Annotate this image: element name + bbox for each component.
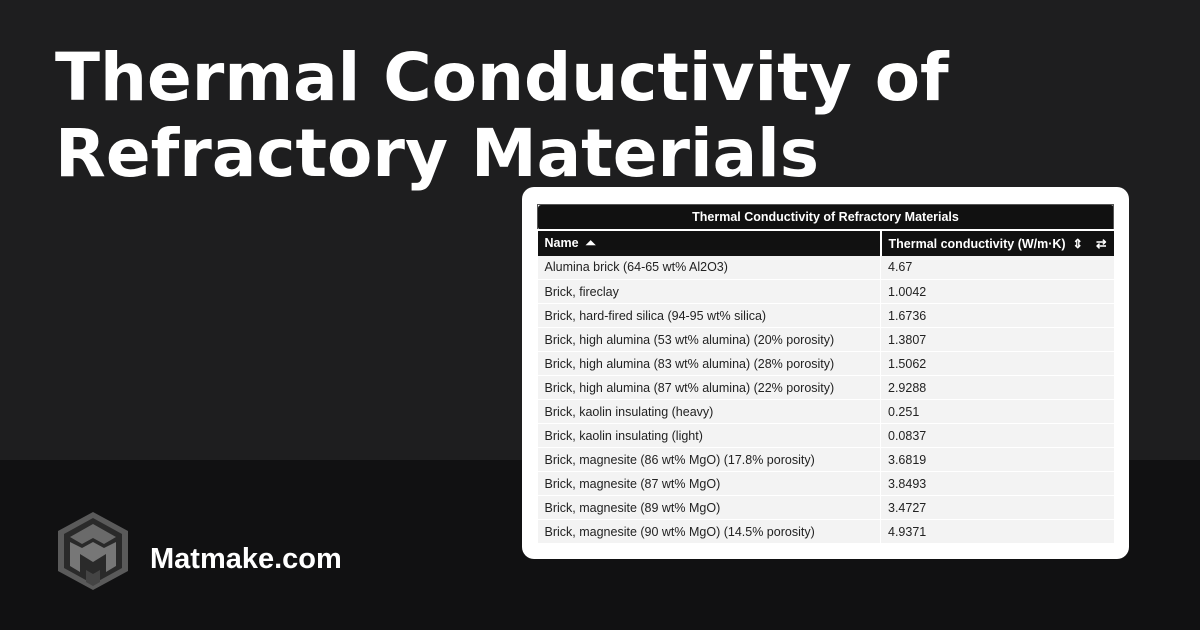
cell-name: Brick, magnesite (86 wt% MgO) (17.8% por… <box>537 447 881 472</box>
column-header-name[interactable]: Name ⏶ <box>537 228 881 256</box>
cell-conductivity: 3.4727 <box>880 495 1114 520</box>
cell-conductivity: 1.6736 <box>880 303 1114 328</box>
cell-name: Brick, high alumina (83 wt% alumina) (28… <box>537 351 881 376</box>
cell-conductivity: 1.0042 <box>880 279 1114 304</box>
cell-conductivity: 3.8493 <box>880 471 1114 496</box>
swap-arrows-icon[interactable]: ⇄ <box>1096 236 1107 251</box>
cell-name: Alumina brick (64-65 wt% Al2O3) <box>537 255 881 280</box>
cell-name: Brick, fireclay <box>537 279 881 304</box>
cell-name: Brick, high alumina (53 wt% alumina) (20… <box>537 327 881 352</box>
cell-name: Brick, magnesite (90 wt% MgO) (14.5% por… <box>537 519 881 544</box>
sort-up-icon: ⏶ <box>582 235 596 250</box>
cell-name: Brick, kaolin insulating (heavy) <box>537 399 881 424</box>
table-row: Brick, magnesite (90 wt% MgO) (14.5% por… <box>537 519 1114 544</box>
cell-name: Brick, magnesite (89 wt% MgO) <box>537 495 881 520</box>
cell-conductivity: 4.9371 <box>880 519 1114 544</box>
cell-name: Brick, high alumina (87 wt% alumina) (22… <box>537 375 881 400</box>
page-title: Thermal Conductivity of Refractory Mater… <box>55 39 949 192</box>
column-header-thermal-conductivity[interactable]: Thermal conductivity (W/m·K) ⇕ ⇄ <box>879 228 1114 256</box>
cell-conductivity: 0.0837 <box>880 423 1114 448</box>
table-row: Brick, kaolin insulating (light) 0.0837 <box>537 423 1114 448</box>
matmake-logo-icon <box>58 512 128 590</box>
cell-conductivity: 4.67 <box>880 255 1114 280</box>
table-row: Brick, magnesite (86 wt% MgO) (17.8% por… <box>537 447 1114 472</box>
table-row: Brick, high alumina (53 wt% alumina) (20… <box>537 327 1114 352</box>
cell-conductivity: 3.6819 <box>880 447 1114 472</box>
table-row: Brick, fireclay 1.0042 <box>537 279 1114 304</box>
table-row: Brick, magnesite (87 wt% MgO) 3.8493 <box>537 471 1114 496</box>
table-row: Alumina brick (64-65 wt% Al2O3) 4.67 <box>537 255 1114 280</box>
cell-name: Brick, hard-fired silica (94-95 wt% sili… <box>537 303 881 328</box>
cell-conductivity: 0.251 <box>880 399 1114 424</box>
data-table: Thermal Conductivity of Refractory Mater… <box>537 204 1114 544</box>
table-row: Brick, high alumina (87 wt% alumina) (22… <box>537 375 1114 400</box>
table-row: Brick, magnesite (89 wt% MgO) 3.4727 <box>537 495 1114 520</box>
sort-icon: ⇕ <box>1069 236 1084 251</box>
cell-conductivity: 1.5062 <box>880 351 1114 376</box>
table-caption: Thermal Conductivity of Refractory Mater… <box>537 204 1114 230</box>
cell-conductivity: 1.3807 <box>880 327 1114 352</box>
table-card: Thermal Conductivity of Refractory Mater… <box>522 187 1129 559</box>
cell-conductivity: 2.9288 <box>880 375 1114 400</box>
cell-name: Brick, magnesite (87 wt% MgO) <box>537 471 881 496</box>
table-row: Brick, hard-fired silica (94-95 wt% sili… <box>537 303 1114 328</box>
table-row: Brick, high alumina (83 wt% alumina) (28… <box>537 351 1114 376</box>
cell-name: Brick, kaolin insulating (light) <box>537 423 881 448</box>
brand-name: Matmake.com <box>150 543 342 575</box>
table-row: Brick, kaolin insulating (heavy) 0.251 <box>537 399 1114 424</box>
